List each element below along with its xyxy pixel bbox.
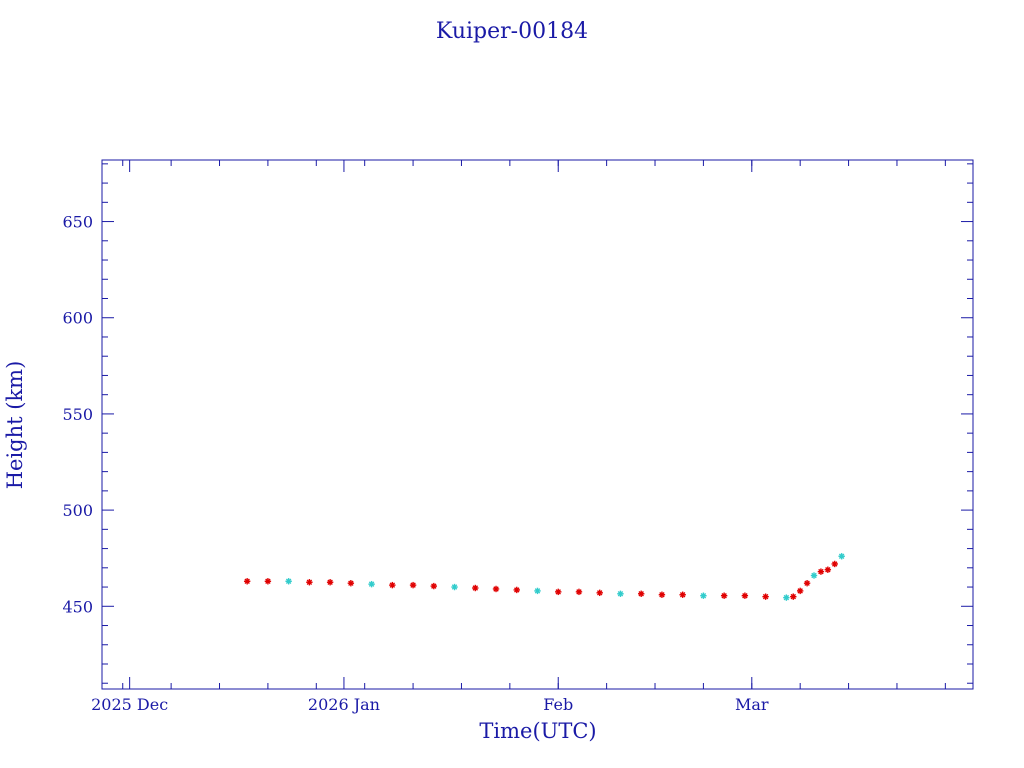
y-tick-label: 600 — [62, 309, 93, 328]
data-point — [637, 590, 645, 597]
x-tick-label: Mar — [735, 695, 769, 714]
data-point — [389, 581, 396, 589]
data-point — [472, 584, 479, 592]
data-point — [720, 592, 728, 599]
plot-frame — [101, 159, 974, 690]
data-point — [679, 591, 686, 598]
data-point — [796, 587, 804, 595]
data-point — [492, 585, 500, 593]
data-point — [790, 593, 797, 600]
data-point — [555, 588, 562, 596]
y-tick-label: 650 — [62, 213, 93, 232]
data-point — [658, 591, 666, 598]
data-point — [326, 579, 334, 586]
data-point — [534, 587, 541, 595]
y-tick-label: 500 — [62, 501, 93, 520]
y-tick-label: 550 — [62, 405, 93, 424]
data-point — [264, 578, 272, 585]
data-point — [762, 593, 769, 600]
data-point — [824, 566, 832, 573]
y-ticks: 450 500 550 600 650 — [62, 163, 973, 684]
data-point — [347, 580, 355, 587]
x-tick-label: 2025 Dec — [91, 695, 168, 714]
data-point — [810, 572, 818, 579]
x-axis-label: Time(UTC) — [479, 719, 596, 743]
data-point — [575, 588, 583, 596]
x-tick-label: Feb — [543, 695, 573, 714]
data-point — [243, 578, 251, 585]
data-points — [243, 553, 845, 601]
data-point — [700, 592, 707, 599]
data-point — [285, 578, 292, 585]
data-point — [783, 594, 790, 601]
chart-title: Kuiper-00184 — [436, 19, 588, 44]
data-point — [368, 580, 375, 588]
data-point — [741, 592, 749, 599]
data-point — [803, 580, 811, 587]
data-point — [451, 583, 458, 591]
y-axis-label: Height (km) — [3, 361, 27, 490]
data-point — [838, 553, 845, 560]
data-point — [306, 579, 313, 586]
y-tick-label: 450 — [62, 597, 93, 616]
x-ticks: 2025 Dec 2026 Jan Feb Mar — [91, 160, 946, 714]
data-point — [430, 582, 438, 590]
x-tick-label: 2026 Jan — [308, 695, 380, 714]
data-point — [409, 581, 417, 589]
data-point — [817, 568, 825, 575]
data-point — [617, 590, 624, 597]
data-point — [513, 586, 520, 594]
data-point — [596, 589, 603, 597]
data-point — [831, 560, 838, 568]
